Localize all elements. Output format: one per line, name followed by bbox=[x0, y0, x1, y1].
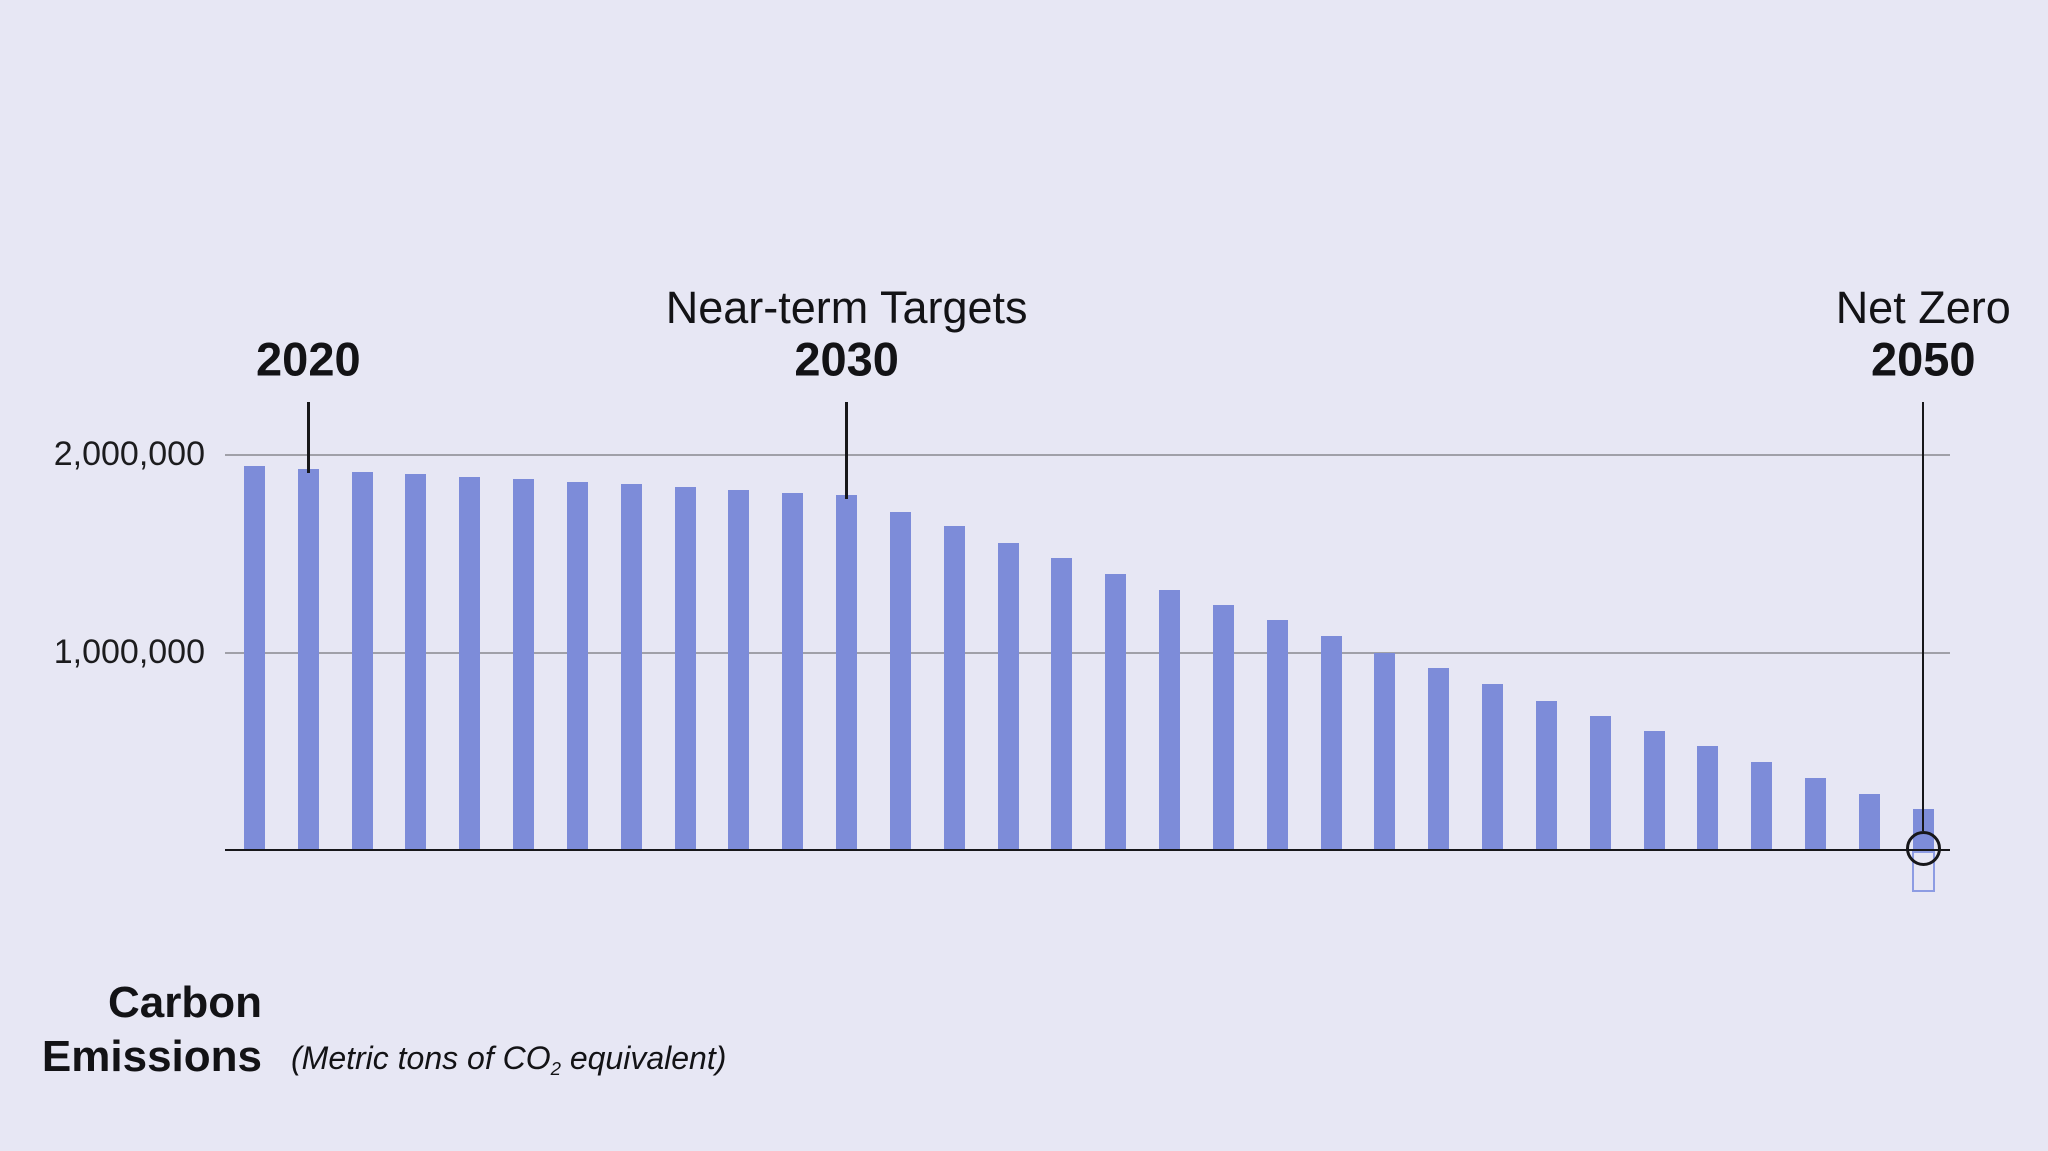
bar-2032 bbox=[943, 526, 965, 850]
bar-2038 bbox=[1266, 620, 1288, 850]
bar-2041 bbox=[1428, 668, 1450, 850]
bar-2035 bbox=[1105, 574, 1127, 850]
y-axis-label-2000000: 2,000,000 bbox=[53, 435, 205, 473]
bar-2031 bbox=[889, 512, 911, 850]
bar-2022 bbox=[405, 474, 427, 850]
annotation-2050-year: 2050 bbox=[1870, 332, 1976, 386]
gridline-1000000 bbox=[225, 652, 1950, 654]
bar-2025 bbox=[566, 482, 588, 850]
bar-2027 bbox=[674, 487, 696, 850]
chart-subtitle-subscript: 2 bbox=[550, 1058, 561, 1080]
bar-2026 bbox=[620, 484, 642, 850]
bar-2043 bbox=[1535, 701, 1557, 850]
bar-2037 bbox=[1212, 605, 1234, 850]
y-axis-label-1000000: 1,000,000 bbox=[53, 633, 205, 671]
bar-2046 bbox=[1697, 746, 1719, 850]
bar-2047 bbox=[1751, 762, 1773, 850]
annotation-2020-year: 2020 bbox=[256, 332, 361, 386]
bar-2019 bbox=[244, 466, 265, 850]
annotation-2030-year: 2030 bbox=[794, 332, 899, 386]
bar-2036 bbox=[1159, 590, 1181, 850]
bar-2044 bbox=[1589, 716, 1611, 850]
bar-2020 bbox=[297, 469, 319, 850]
chart-title-line2: Emissions bbox=[41, 1032, 262, 1081]
chart-title-line1: Carbon bbox=[108, 978, 262, 1027]
x-axis-line bbox=[225, 848, 1950, 851]
chart-subtitle-prefix: (Metric tons of CO bbox=[291, 1040, 551, 1076]
bar-2030 bbox=[836, 495, 858, 850]
bar-2040 bbox=[1374, 653, 1396, 850]
gridline-2000000 bbox=[225, 454, 1950, 456]
chart-subtitle: (Metric tons of CO2 equivalent) bbox=[291, 1040, 727, 1080]
annotation-2030-label: Near-term Targets bbox=[665, 282, 1028, 333]
bar-2023 bbox=[459, 477, 481, 850]
net-zero-circle bbox=[1905, 831, 1941, 866]
bar-2042 bbox=[1482, 684, 1504, 850]
bar-2033 bbox=[997, 543, 1019, 850]
bar-2024 bbox=[513, 479, 535, 850]
bar-2028 bbox=[728, 490, 750, 850]
annotation-2020-tick-line bbox=[307, 402, 310, 473]
annotation-2050-label: Net Zero bbox=[1835, 282, 2011, 333]
bar-2039 bbox=[1320, 636, 1342, 850]
bar-2021 bbox=[351, 472, 373, 850]
chart-subtitle-suffix: equivalent) bbox=[560, 1040, 727, 1076]
annotation-2050-tick-line bbox=[1921, 402, 1925, 831]
bar-2029 bbox=[782, 493, 804, 850]
bar-2045 bbox=[1643, 731, 1665, 850]
bar-2049 bbox=[1858, 794, 1880, 850]
chart-title: Carbon Emissions bbox=[40, 976, 262, 1084]
bar-2034 bbox=[1051, 558, 1073, 850]
bar-2048 bbox=[1805, 778, 1827, 850]
annotation-2030-tick-line bbox=[845, 402, 848, 499]
